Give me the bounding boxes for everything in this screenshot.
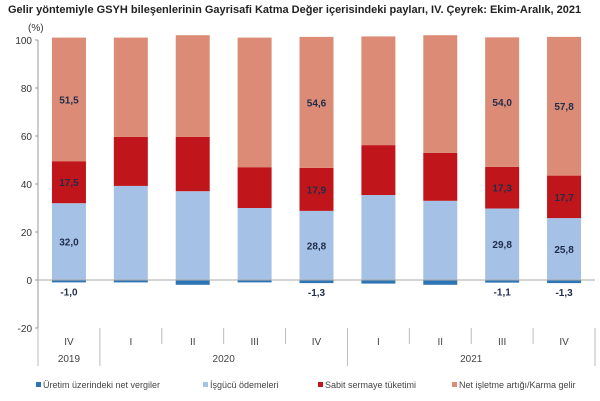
bar-segment bbox=[423, 280, 458, 285]
bar-segment bbox=[113, 37, 148, 137]
bar-segment bbox=[113, 136, 148, 186]
x-tick-label: III bbox=[250, 337, 258, 348]
data-label: 29,8 bbox=[492, 240, 512, 251]
bar-segment bbox=[361, 145, 396, 196]
y-axis-unit: (%) bbox=[28, 23, 44, 34]
data-label: 57,8 bbox=[554, 102, 574, 113]
bar-segment bbox=[485, 208, 520, 280]
y-tick-label: 20 bbox=[21, 228, 33, 239]
bar-segment bbox=[361, 195, 396, 280]
x-tick-label: II bbox=[190, 337, 196, 348]
bar-segment bbox=[237, 167, 272, 208]
y-tick-label: 0 bbox=[26, 276, 32, 287]
bar-segment bbox=[361, 36, 396, 146]
data-label: 28,8 bbox=[307, 241, 327, 252]
bar-segment bbox=[51, 203, 86, 280]
y-tick-label: 60 bbox=[21, 132, 33, 143]
bar-segment bbox=[299, 167, 334, 211]
bar-segment bbox=[299, 280, 334, 284]
bar-segment bbox=[423, 152, 458, 201]
x-tick-label: III bbox=[498, 337, 506, 348]
y-tick-label: 80 bbox=[21, 84, 33, 95]
bar-segment bbox=[113, 185, 148, 280]
data-label: 32,0 bbox=[59, 238, 79, 249]
bar-segment bbox=[423, 200, 458, 280]
bar-segment bbox=[175, 136, 210, 192]
bar-segment bbox=[51, 280, 86, 283]
bar-segment bbox=[547, 36, 582, 176]
x-tick-label: IV bbox=[312, 337, 322, 348]
data-label: 17,5 bbox=[59, 178, 79, 189]
data-label: 54,6 bbox=[307, 98, 327, 109]
bar-segment bbox=[423, 35, 458, 153]
legend-label: Net işletme artığı/Karma gelir bbox=[459, 380, 576, 390]
bar-segment bbox=[485, 280, 520, 283]
data-label: 17,7 bbox=[554, 193, 574, 204]
bar-segment bbox=[51, 37, 86, 162]
bar-segment bbox=[237, 280, 272, 283]
x-tick-label: I bbox=[377, 337, 380, 348]
bar-segment bbox=[113, 280, 148, 283]
bar-segment bbox=[485, 166, 520, 209]
bar-segment bbox=[175, 35, 210, 137]
x-year-label: 2019 bbox=[58, 354, 81, 365]
bar-segment bbox=[299, 36, 334, 168]
legend-label: Üretim üzerindeki net vergiler bbox=[43, 380, 160, 390]
bar-segment bbox=[175, 191, 210, 280]
legend-swatch bbox=[452, 382, 457, 387]
x-tick-label: IV bbox=[559, 337, 569, 348]
data-label: -1,0 bbox=[60, 287, 78, 298]
data-label: 54,0 bbox=[492, 98, 512, 109]
legend-swatch bbox=[203, 382, 208, 387]
data-label: -1,1 bbox=[494, 288, 512, 299]
x-tick-label: I bbox=[129, 337, 132, 348]
bar-segment bbox=[299, 210, 334, 280]
bar-segment bbox=[547, 218, 582, 280]
bar-segment bbox=[547, 280, 582, 284]
data-label: 17,9 bbox=[307, 185, 327, 196]
legend-label: Sabit sermaye tüketimi bbox=[325, 380, 416, 390]
bar-segment bbox=[237, 37, 272, 168]
y-tick-label: 100 bbox=[15, 36, 32, 47]
x-tick-label: IV bbox=[64, 337, 74, 348]
x-year-label: 2020 bbox=[213, 354, 236, 365]
data-label: 25,8 bbox=[554, 245, 574, 256]
data-label: -1,3 bbox=[308, 288, 326, 299]
legend-label: İşgücü ödemeleri bbox=[210, 380, 279, 390]
bar-segment bbox=[237, 208, 272, 280]
data-label: 17,3 bbox=[492, 184, 512, 195]
bar-segment bbox=[485, 37, 520, 167]
legend-swatch bbox=[36, 382, 41, 387]
data-label: -1,3 bbox=[555, 288, 573, 299]
x-year-label: 2021 bbox=[460, 354, 483, 365]
y-tick-label: 40 bbox=[21, 180, 33, 191]
bar-segment bbox=[361, 280, 396, 284]
bar-segment bbox=[547, 175, 582, 219]
x-tick-label: II bbox=[437, 337, 443, 348]
data-label: 51,5 bbox=[59, 95, 79, 106]
bar-segment bbox=[51, 161, 86, 204]
chart-title: Gelir yöntemiyle GSYH bileşenlerinin Gay… bbox=[8, 4, 582, 16]
y-tick-label: -20 bbox=[18, 324, 33, 335]
bar-segment bbox=[175, 280, 210, 285]
legend-swatch bbox=[318, 382, 323, 387]
